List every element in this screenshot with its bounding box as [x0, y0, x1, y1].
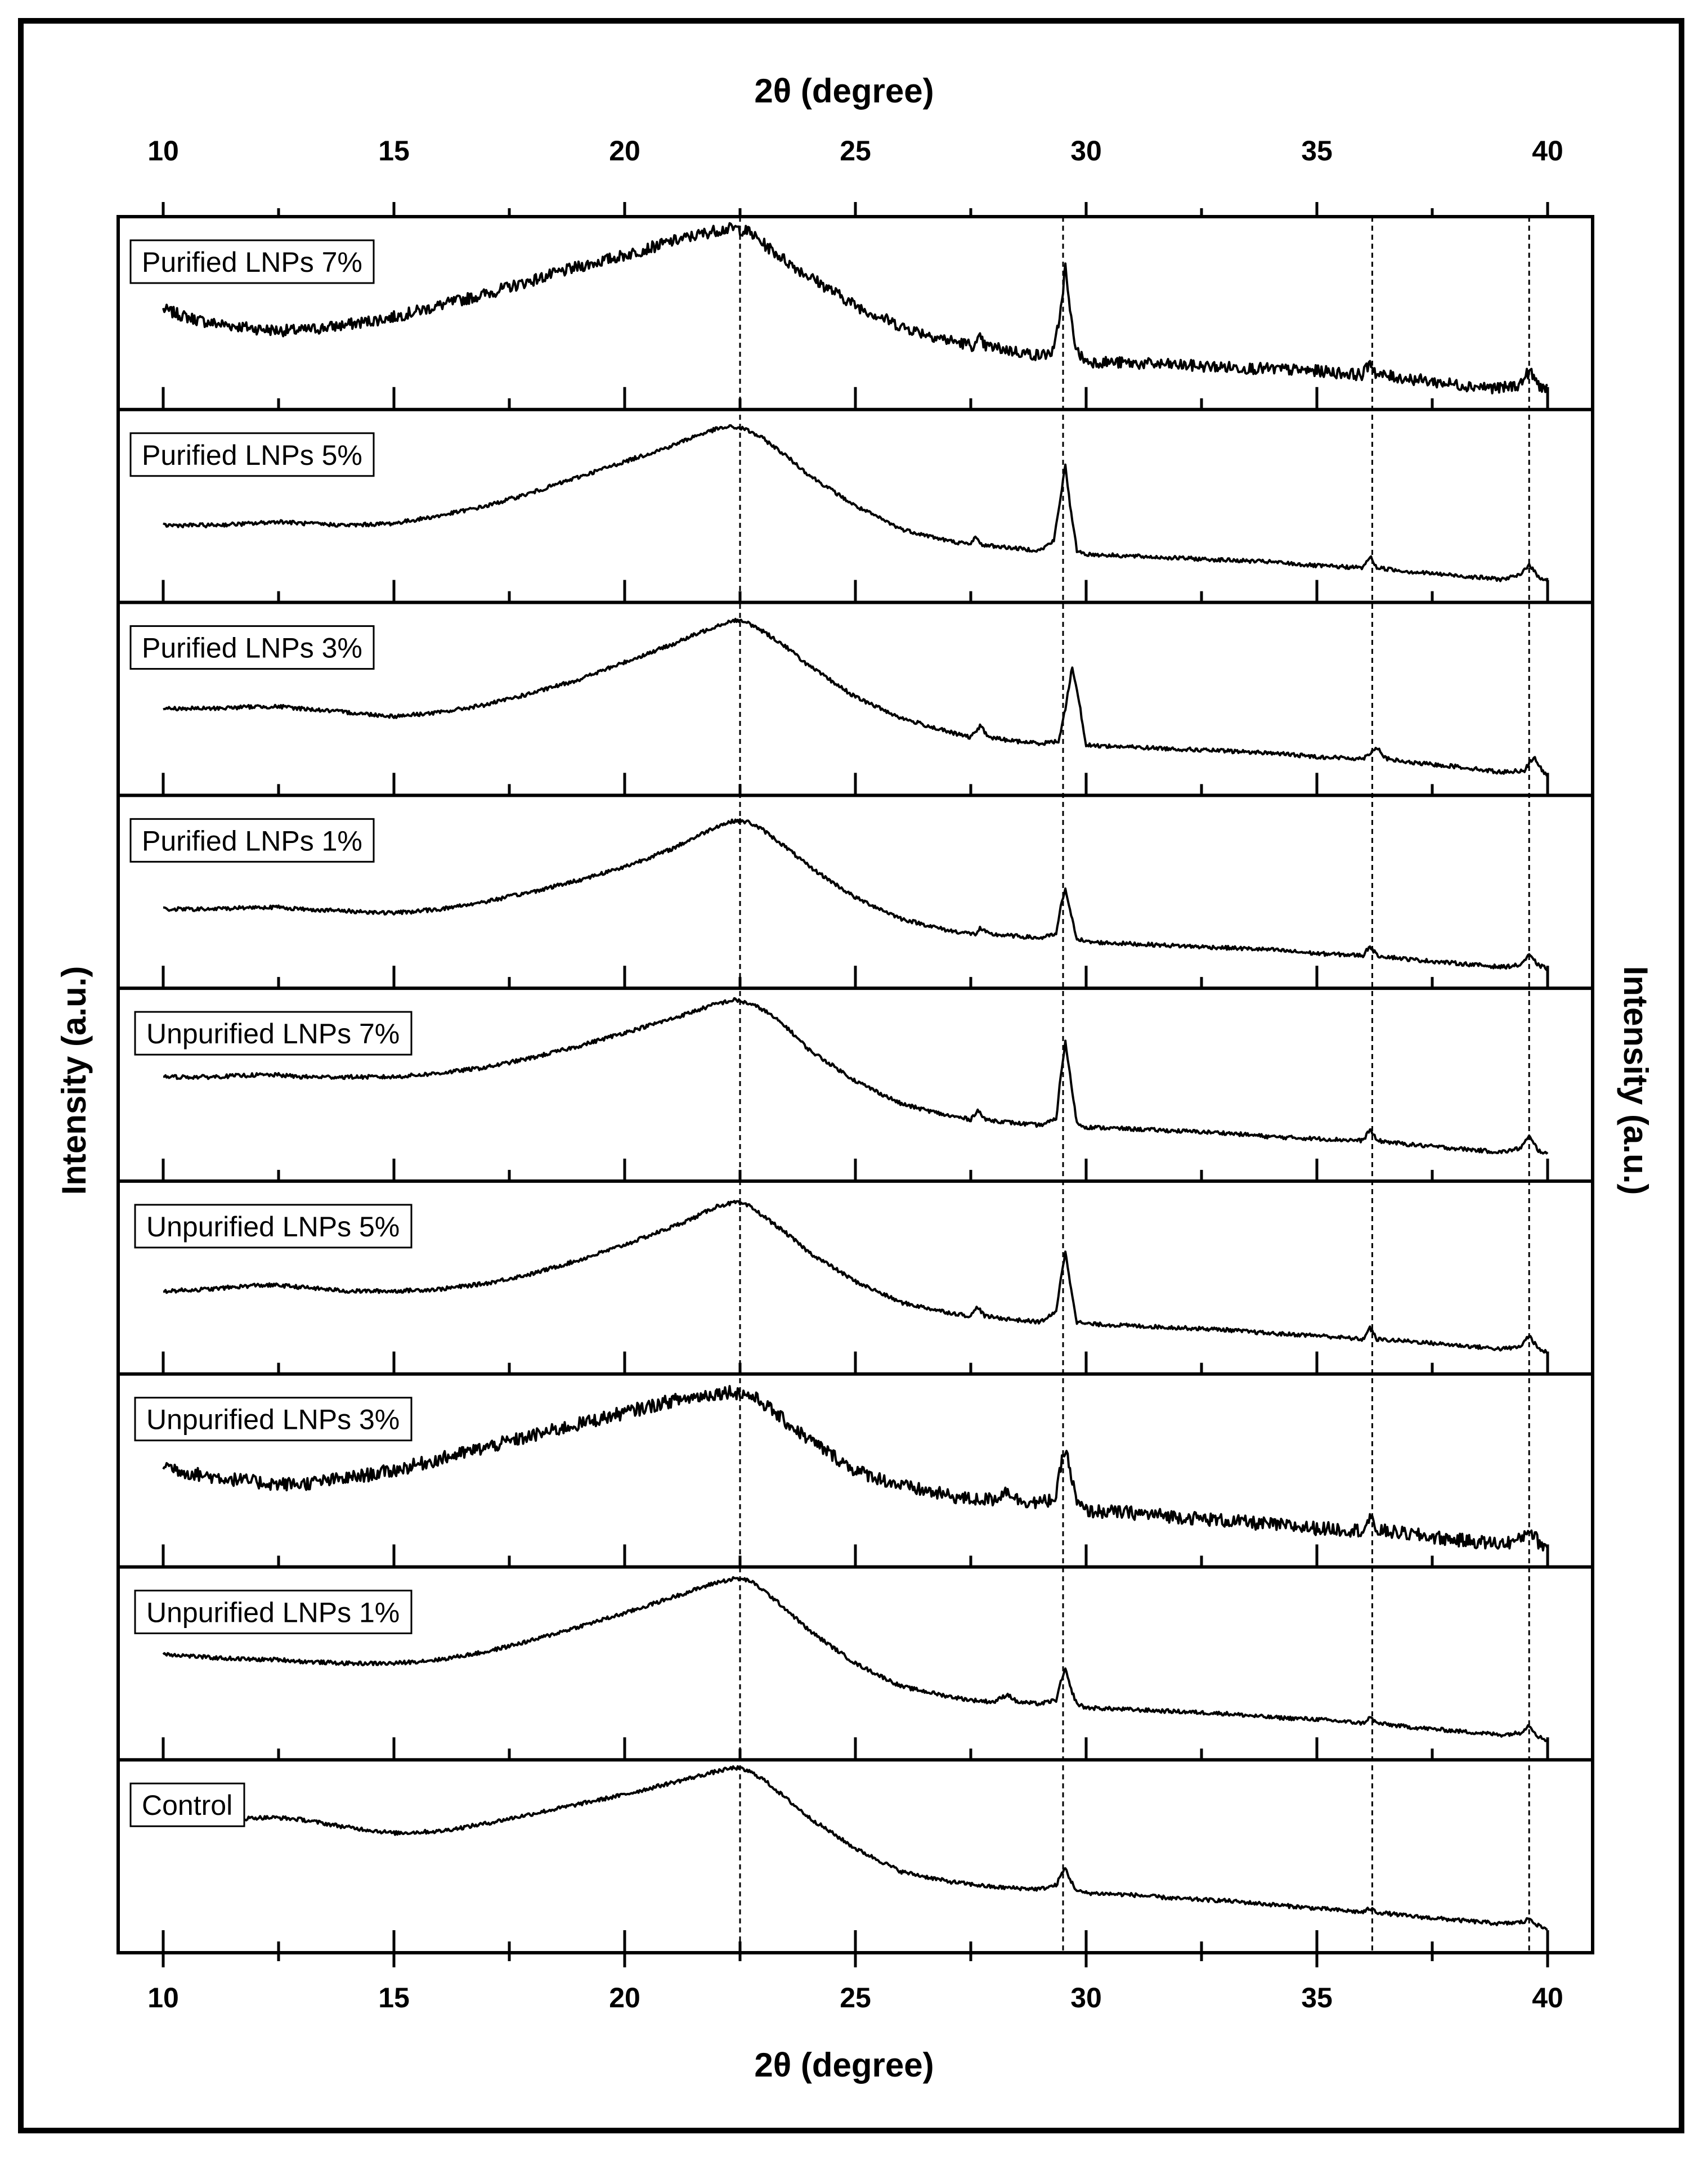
panel-label: Unpurified LNPs 5% — [146, 1211, 400, 1243]
x-tick-label-top: 35 — [1301, 135, 1333, 167]
panel-label: Purified LNPs 3% — [142, 633, 362, 664]
x-tick-label-bottom: 10 — [147, 1982, 179, 2014]
panel-label: Unpurified LNPs 3% — [146, 1404, 400, 1436]
series-line — [163, 1765, 1548, 1931]
ticks-layer — [162, 202, 1549, 1967]
panel-label: Control — [142, 1790, 232, 1821]
x-tick-label-bottom: 40 — [1532, 1982, 1563, 2014]
x-axis-title-top: 2θ (degree) — [754, 72, 934, 110]
tick-labels-layer: 10 10 15 15 20 20 25 25 30 30 35 35 40 40 — [147, 135, 1563, 2014]
series-line — [162, 1385, 1549, 1552]
x-tick-label-bottom: 30 — [1070, 1982, 1102, 2014]
panel-label-frame — [134, 1397, 413, 1442]
series-line — [163, 424, 1549, 582]
series-line — [163, 997, 1549, 1155]
x-tick-label-top: 10 — [147, 135, 179, 167]
series-line — [163, 1200, 1549, 1355]
x-tick-label-top: 25 — [840, 135, 871, 167]
panel-label-frame — [129, 625, 375, 670]
panel-label: Purified LNPs 7% — [142, 246, 362, 278]
panel-label-box: Purified LNPs 5% — [129, 432, 375, 477]
panel-label-box: Purified LNPs 1% — [129, 818, 375, 863]
panel-label-frame — [129, 1782, 245, 1827]
panel-label-frame — [129, 818, 375, 863]
x-tick-label-top: 15 — [378, 135, 410, 167]
panel-label-frame — [134, 1204, 413, 1249]
panel-label-box: Purified LNPs 3% — [129, 625, 375, 670]
series-line — [162, 1576, 1549, 1743]
panel-label-box: Unpurified LNPs 7% — [134, 1011, 413, 1056]
x-axis-title-bottom: 2θ (degree) — [754, 2046, 934, 2084]
panel-label: Unpurified LNPs 1% — [146, 1597, 400, 1628]
x-tick-label-bottom: 35 — [1301, 1982, 1333, 2014]
x-tick-label-top: 20 — [609, 135, 640, 167]
panel-label-box: Unpurified LNPs 3% — [134, 1397, 413, 1442]
reference-lines-layer — [739, 217, 1530, 1953]
x-tick-label-top: 40 — [1532, 135, 1563, 167]
panel-label-frame — [129, 432, 375, 477]
panel-label-frame — [134, 1011, 413, 1056]
series-line — [163, 818, 1549, 972]
panel-label-frame — [134, 1589, 413, 1634]
panel-label-box: Control — [129, 1782, 245, 1827]
panel-labels-layer: Purified LNPs 7% Purified LNPs 5% Purified… — [129, 239, 413, 1827]
series-layer — [162, 222, 1549, 1931]
panel-label-box: Purified LNPs 7% — [129, 239, 375, 284]
x-tick-label-bottom: 15 — [378, 1982, 410, 2014]
panel-label-box: Unpurified LNPs 5% — [134, 1204, 413, 1249]
y-axis-title-left: Intensity (a.u.) — [55, 966, 93, 1195]
x-tick-label-top: 30 — [1070, 135, 1102, 167]
series-line — [163, 617, 1548, 777]
panel-label: Purified LNPs 1% — [142, 825, 362, 856]
series-line — [162, 222, 1548, 394]
panel-label: Unpurified LNPs 7% — [146, 1018, 400, 1050]
panel-label-box: Unpurified LNPs 1% — [134, 1589, 413, 1634]
panel-label: Purified LNPs 5% — [142, 440, 362, 471]
y-axis-title-right: Intensity (a.u.) — [1617, 966, 1655, 1195]
x-tick-label-bottom: 20 — [609, 1982, 640, 2014]
panel-label-frame — [129, 239, 375, 284]
x-tick-label-bottom: 25 — [840, 1982, 871, 2014]
